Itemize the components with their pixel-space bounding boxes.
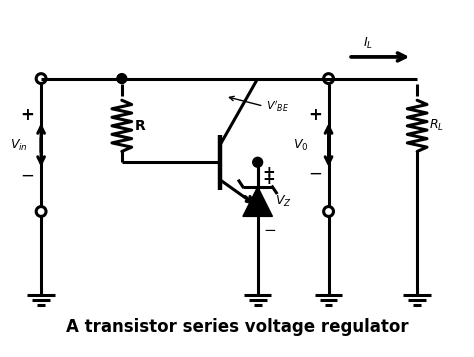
Text: $-$: $-$ (263, 221, 276, 236)
Text: $-$: $-$ (20, 166, 35, 183)
Circle shape (117, 74, 127, 84)
Circle shape (253, 157, 263, 167)
Polygon shape (243, 187, 273, 216)
Text: $V'_{BE}$: $V'_{BE}$ (265, 99, 289, 114)
Text: $V_0$: $V_0$ (293, 137, 309, 152)
Text: +: + (263, 172, 275, 187)
Text: +: + (20, 106, 34, 125)
Text: +: + (308, 106, 322, 125)
Text: R: R (135, 119, 146, 133)
Text: $V_Z$: $V_Z$ (275, 194, 292, 209)
Text: $-$: $-$ (308, 164, 322, 182)
Text: A transistor series voltage regulator: A transistor series voltage regulator (66, 318, 408, 336)
Text: $R_L$: $R_L$ (429, 118, 444, 134)
Text: $I_L$: $I_L$ (363, 36, 373, 51)
Text: $V_{in}$: $V_{in}$ (10, 137, 28, 152)
Text: +: + (263, 165, 275, 180)
